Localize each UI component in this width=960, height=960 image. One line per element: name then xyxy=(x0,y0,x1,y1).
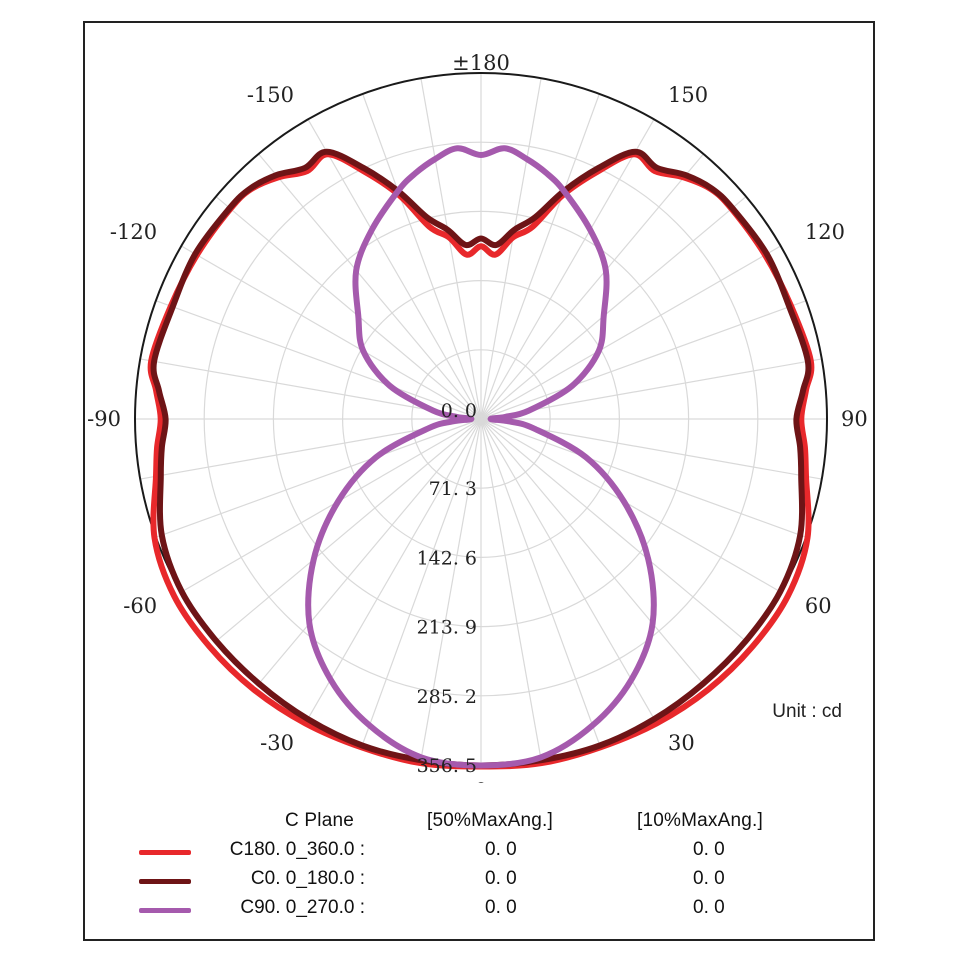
grid-spoke xyxy=(480,418,781,593)
legend-swatch xyxy=(139,908,191,913)
grid-spoke xyxy=(307,119,482,420)
angle-label: 0 xyxy=(474,779,487,783)
grid-spoke xyxy=(480,93,600,420)
angle-label: -60 xyxy=(123,594,157,618)
chart-frame: 0. 0 71. 3 142. 6 213. 9 285. 2 356. 5 ±180 150… xyxy=(83,21,875,941)
angle-label: 90 xyxy=(841,407,868,431)
unit-label: Unit : cd xyxy=(772,701,842,722)
radial-tick-label: 142. 6 xyxy=(417,547,477,569)
angle-label: -30 xyxy=(260,731,294,755)
radial-tick-label: 0. 0 xyxy=(441,400,477,422)
series-layer xyxy=(147,145,815,770)
legend-label: C180. 0_360.0 : xyxy=(229,839,365,860)
grid-spoke xyxy=(215,196,482,420)
angle-label: 150 xyxy=(668,83,708,107)
legend-swatch xyxy=(139,879,191,884)
grid-spoke xyxy=(181,418,482,593)
angle-label: -150 xyxy=(247,83,294,107)
angle-label: -90 xyxy=(87,407,121,431)
legend-value-50: 0. 0 xyxy=(485,868,517,889)
angle-label: ±180 xyxy=(452,51,510,75)
grid-spoke xyxy=(480,418,704,685)
legend-value-10: 0. 0 xyxy=(693,839,725,860)
grid-spoke xyxy=(155,418,482,538)
legend-value-10: 0. 0 xyxy=(693,868,725,889)
grid-spoke xyxy=(480,418,807,538)
header-10-max-ang: [10%MaxAng.] xyxy=(637,810,763,831)
grid-spoke xyxy=(362,418,482,745)
grid-spoke xyxy=(480,418,542,760)
grid-spoke xyxy=(258,418,482,685)
grid-spoke xyxy=(420,78,482,420)
grid-spoke xyxy=(480,418,600,745)
grid-spoke xyxy=(480,119,655,420)
angle-label: -120 xyxy=(110,220,157,244)
header-50-max-ang: [50%MaxAng.] xyxy=(427,810,553,831)
grid-spoke xyxy=(155,300,482,420)
grid-spoke xyxy=(258,153,482,420)
radial-tick-label: 71. 3 xyxy=(429,478,477,500)
legend-label: C0. 0_180.0 : xyxy=(250,868,365,889)
angle-label: 120 xyxy=(805,220,845,244)
legend-value-50: 0. 0 xyxy=(485,897,517,918)
angle-label: 60 xyxy=(805,594,832,618)
series-line-c0-0-180-0 xyxy=(150,148,812,769)
grid-spoke xyxy=(480,418,655,719)
series-line-c90-0-270-0 xyxy=(305,145,657,769)
grid-spoke xyxy=(480,300,807,420)
radial-tick-label: 285. 2 xyxy=(417,686,477,708)
grid-spoke xyxy=(181,245,482,420)
grid-spoke xyxy=(480,245,781,420)
header-c-plane: C Plane xyxy=(285,810,354,831)
grid-spoke xyxy=(480,78,542,420)
polar-chart: 0. 0 71. 3 142. 6 213. 9 285. 2 356. 5 ±180 150… xyxy=(87,51,868,783)
grid-spoke xyxy=(215,418,482,642)
grid-spoke xyxy=(362,93,482,420)
radial-tick-label: 213. 9 xyxy=(417,617,477,639)
legend-label: C90. 0_270.0 : xyxy=(240,897,365,918)
polar-grid xyxy=(134,72,828,766)
grid-spoke xyxy=(420,418,482,760)
radial-tick-label: 356. 5 xyxy=(417,755,477,777)
legend-value-50: 0. 0 xyxy=(485,839,517,860)
grid-spoke xyxy=(480,196,747,420)
legend-swatch xyxy=(139,850,191,855)
legend-value-10: 0. 0 xyxy=(693,897,725,918)
grid-spoke xyxy=(480,153,704,420)
angle-label: 30 xyxy=(668,731,695,755)
series-line-c180-0-360-0 xyxy=(147,151,815,770)
grid-spoke xyxy=(307,418,482,719)
labels-layer: 0. 0 71. 3 142. 6 213. 9 285. 2 356. 5 ±180 150… xyxy=(87,51,868,783)
grid-spoke xyxy=(480,418,747,642)
